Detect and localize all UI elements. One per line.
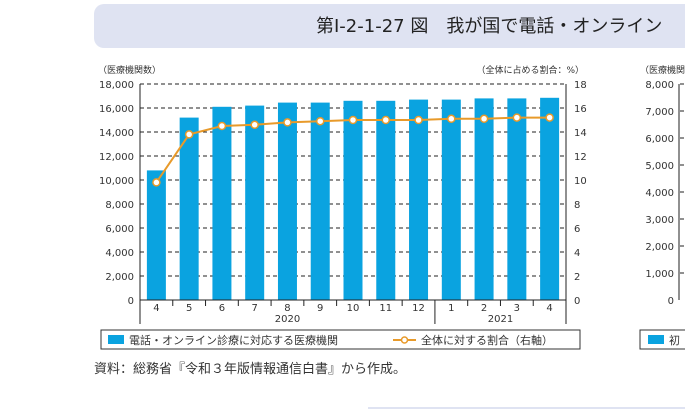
chart2-legend-label: 初 [669,333,680,347]
share-point [512,113,522,122]
left-tick-label: 12,000 [99,152,134,163]
bar [441,99,461,300]
left-tick-label: 4,000 [105,248,134,259]
x-tick-label: 4 [546,303,552,314]
x-tick-label: 8 [284,303,290,314]
bar [310,102,330,300]
bar [507,98,527,301]
share-point [283,118,292,127]
left-tick-label: 10,000 [99,176,134,187]
left-tick-label: 8,000 [105,200,134,211]
x-tick-label: 10 [347,303,360,314]
bar [146,170,166,300]
chart2-tick-label: 0 [668,296,674,307]
share-point [184,130,194,139]
left-tick-label: 14,000 [99,128,134,139]
bar [409,99,429,300]
figure-title-bar: 第Ⅰ-2-1-27 図 我が国で電話・オンライン [94,4,685,48]
x-tick-label: 2 [481,303,487,314]
left-tick-label: 16,000 [99,104,134,115]
x-tick-label: 5 [186,303,192,314]
share-point [545,113,554,122]
legend-bar-label: 電話・オンライン診療に対応する医療機関 [129,333,338,347]
bar [245,105,265,300]
right-tick-label: 8 [574,200,580,211]
right-tick-label: 2 [574,272,580,283]
chart2-legend-swatch [648,335,664,344]
x-tick-label: 9 [317,303,323,314]
bar [277,102,297,300]
right-tick-label: 18 [574,80,587,91]
right-tick-label: 0 [574,296,580,307]
right-tick-label: 14 [574,128,587,139]
left-tick-label: 2,000 [105,272,134,283]
share-point [447,114,456,124]
left-tick-label: 6,000 [105,224,134,235]
right-tick-label: 10 [574,176,587,187]
x-tick-label: 6 [219,303,225,314]
right-axis-title: （全体に占める割合：%） [476,64,584,76]
share-point [348,115,358,125]
figure-title: 第Ⅰ-2-1-27 図 我が国で電話・オンライン [316,16,663,37]
share-point [381,115,391,125]
right-tick-label: 6 [574,224,580,235]
chart2-tick-label: 6,000 [645,134,674,145]
share-point [217,121,227,131]
chart2-axis-title: （医療機関数 [640,64,685,76]
legend-line-label: 全体に対する割合（右軸） [421,333,553,347]
chart2-tick-label: 3,000 [645,215,674,226]
x-tick-label: 11 [379,303,392,314]
x-tick-label: 1 [448,303,454,314]
right-tick-label: 12 [574,152,587,163]
left-tick-label: 18,000 [99,80,134,91]
x-tick-label: 12 [412,303,425,314]
legend-bar-swatch [108,335,124,344]
right-tick-label: 4 [574,248,580,259]
chart2-tick-label: 7,000 [645,107,674,118]
bar [179,117,199,300]
legend-line-marker [400,336,409,344]
x-tick-label: 7 [252,303,258,314]
share-point [479,114,489,124]
year-label: 2021 [488,314,513,325]
left-tick-label: 0 [128,296,134,307]
right-tick-label: 16 [574,104,587,115]
x-tick-label: 4 [153,303,159,314]
chart2-tick-label: 5,000 [645,161,674,172]
share-point [152,178,161,187]
source-note: 資料：総務省『令和３年版情報通信白書』から作成。 [94,362,407,377]
bar [540,97,560,300]
chart2-tick-label: 2,000 [645,242,674,253]
legend-box [100,329,581,350]
bar [474,98,494,301]
share-point [414,115,423,125]
year-label: 2020 [275,314,300,325]
chart2-tick-label: 8,000 [645,80,674,91]
share-point [315,116,325,126]
share-point [250,120,259,130]
chart2-tick-label: 1,000 [645,269,674,280]
x-tick-label: 3 [514,303,520,314]
chart2-tick-label: 4,000 [645,188,674,199]
bar [212,106,232,300]
bar [343,100,363,300]
left-axis-title: （医療機関数） [98,64,161,76]
bar [376,100,396,300]
